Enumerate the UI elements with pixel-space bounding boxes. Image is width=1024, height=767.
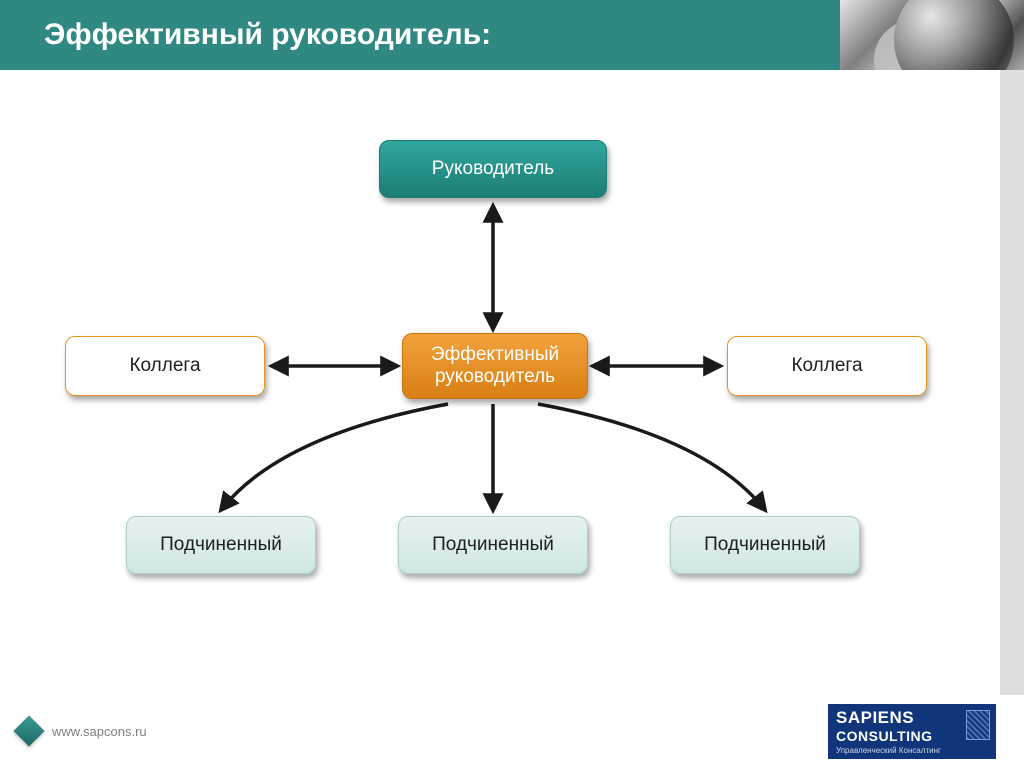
node-sub3: Подчиненный — [670, 516, 860, 574]
logo-sub: Управленческий Консалтинг — [836, 746, 988, 755]
node-sub1: Подчиненный — [126, 516, 316, 574]
node-right: Коллега — [727, 336, 927, 396]
decorative-chrome-icon — [840, 0, 1024, 70]
footer-url: www.sapcons.ru — [52, 724, 147, 739]
node-center: Эффективный руководитель — [402, 333, 588, 399]
side-strip — [1000, 70, 1024, 695]
diamond-icon — [13, 715, 44, 746]
footer: www.sapcons.ru SAPIENS CONSULTING Управл… — [0, 695, 1024, 767]
page-title: Эффективный руководитель: — [44, 18, 491, 52]
node-top: Руководитель — [379, 140, 607, 198]
sponsor-logo: SAPIENS CONSULTING Управленческий Консал… — [828, 704, 996, 759]
diagram-canvas: Руководитель Эффективный руководитель Колл… — [0, 70, 1000, 695]
chip-icon — [966, 710, 990, 740]
footer-left: www.sapcons.ru — [18, 720, 147, 742]
header: Эффективный руководитель: — [0, 0, 1024, 70]
node-left: Коллега — [65, 336, 265, 396]
header-bar: Эффективный руководитель: — [0, 0, 840, 70]
node-sub2: Подчиненный — [398, 516, 588, 574]
